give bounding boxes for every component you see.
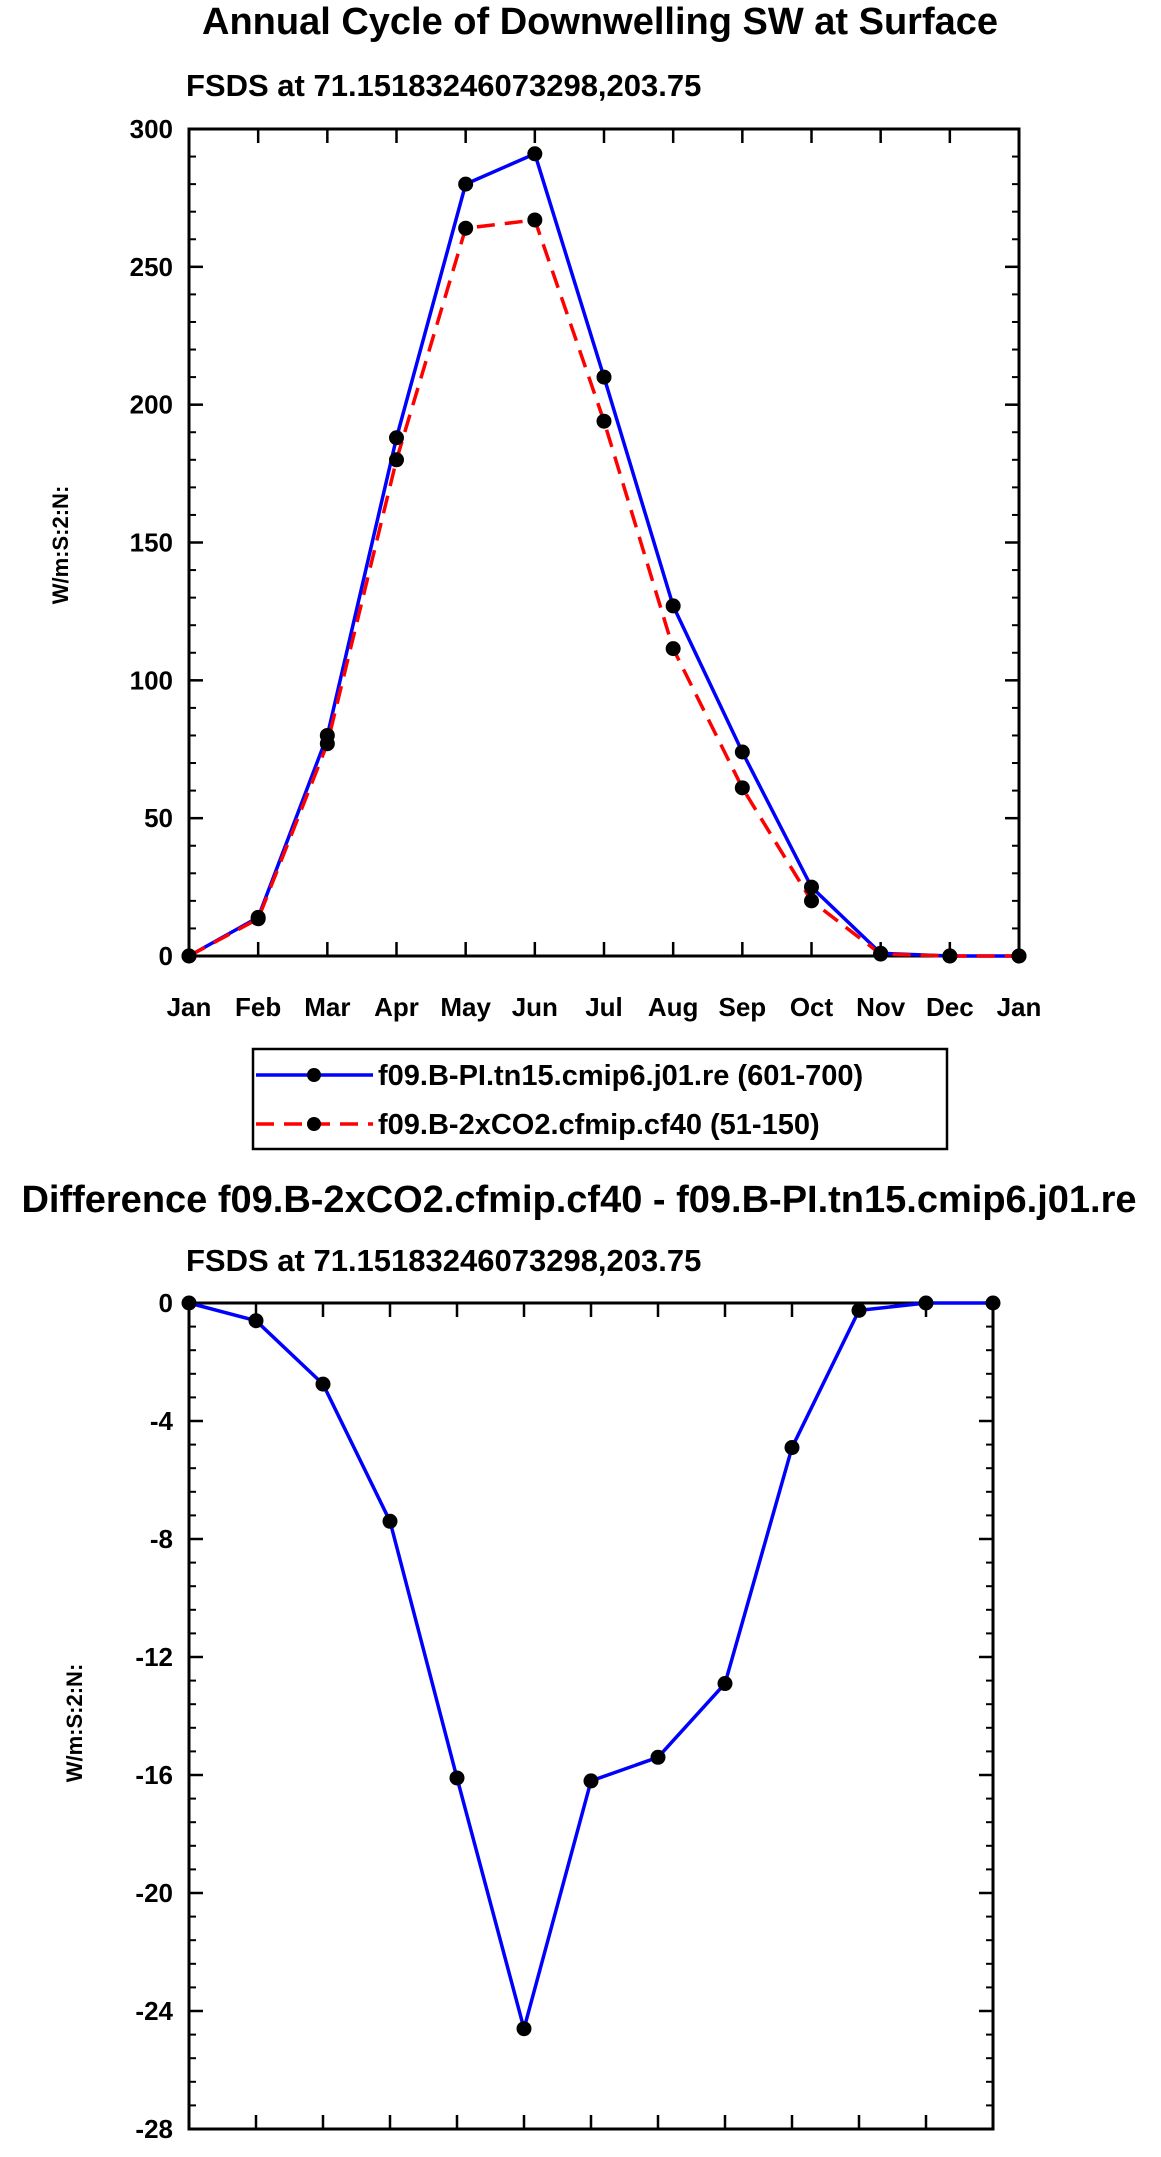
y-tick-label: -28 [135,2114,173,2144]
data-point [319,736,335,752]
y-tick-label: 300 [130,114,173,144]
data-point [918,1295,934,1311]
data-point [248,1313,264,1329]
chart-1-frame [187,127,1021,958]
data-point [250,911,266,927]
data-point [181,948,197,964]
chart-1-legend: f09.B-PI.tn15.cmip6.j01.re (601-700) f09… [251,1047,949,1151]
data-point [650,1749,666,1765]
data-point [665,641,681,657]
data-point [382,1513,398,1529]
x-tick-label: Jan [997,992,1042,1022]
chart-1-ylabel: W/m:S:2:N: [48,486,73,605]
chart-1-title: Annual Cycle of Downwelling SW at Surfac… [202,1,998,43]
y-tick-label: -24 [135,1996,173,2026]
data-point [527,212,543,228]
series-line-1 [188,1301,993,2031]
y-tick-label: -16 [135,1760,173,1790]
legend-label-series-2: f09.B-2xCO2.cfmip.cf40 (51-150) [378,1109,820,1141]
y-tick-label: 200 [130,390,173,420]
x-tick-label: Dec [926,992,974,1022]
data-point [458,176,474,192]
legend-marker-series-1 [307,1068,321,1082]
data-point [516,2021,532,2037]
x-tick-label: Oct [790,992,834,1022]
series-line-1 [188,152,1019,958]
data-point [181,1295,197,1311]
data-point [717,1676,733,1692]
data-point [784,1440,800,1456]
data-point [804,879,819,895]
data-point [942,948,958,964]
series-line-2 [188,218,1019,958]
legend-box [251,1047,949,1151]
x-tick-label: Jan [167,992,212,1022]
x-tick-label: Jul [585,992,623,1022]
y-tick-label: -12 [135,1642,173,1672]
y-tick-label: 50 [144,803,173,833]
data-point [1011,948,1027,964]
data-point [389,430,404,446]
x-tick-label: Sep [718,992,766,1022]
data-point [851,1302,867,1318]
chart-2: Difference f09.B-2xCO2.cfmip.cf40 - f09.… [21,1179,1136,2144]
data-point [596,369,612,385]
y-tick-label: 0 [159,1288,173,1318]
x-tick-label: Feb [235,992,281,1022]
data-point [596,413,612,429]
x-tick-label: May [440,992,491,1022]
chart-1: Annual Cycle of Downwelling SW at Surfac… [48,1,1042,1151]
y-tick-label: 100 [130,665,173,695]
x-tick-label: Nov [856,992,906,1022]
legend-label-series-1: f09.B-PI.tn15.cmip6.j01.re (601-700) [378,1060,863,1092]
data-point [315,1376,331,1392]
chart-1-subtitle: FSDS at 71.15183246073298,203.75 [186,68,701,103]
data-point [804,893,819,909]
chart-2-frame [187,1301,995,2131]
y-tick-label: -20 [135,1878,173,1908]
x-tick-label: Jun [512,992,558,1022]
data-point [734,780,750,796]
chart-2-ylabel: W/m:S:2:N: [62,1664,87,1783]
data-point [389,452,404,468]
y-tick-label: 250 [130,252,173,282]
data-point [527,146,543,162]
y-tick-label: 150 [130,528,173,558]
data-point [873,946,889,962]
y-tick-label: -8 [150,1524,173,1554]
data-point [449,1770,465,1786]
x-tick-label: Apr [374,992,419,1022]
x-tick-label: Aug [648,992,699,1022]
data-point [734,744,750,760]
legend-marker-series-2 [307,1117,321,1131]
x-tick-label: Mar [304,992,350,1022]
y-tick-label: -4 [150,1406,174,1436]
chart-2-subtitle: FSDS at 71.15183246073298,203.75 [186,1243,701,1278]
y-tick-label: 0 [159,941,173,971]
data-point [665,598,681,614]
data-point [985,1295,1001,1311]
data-point [458,220,474,236]
data-point [583,1773,599,1789]
chart-2-title: Difference f09.B-2xCO2.cfmip.cf40 - f09.… [21,1179,1136,1221]
